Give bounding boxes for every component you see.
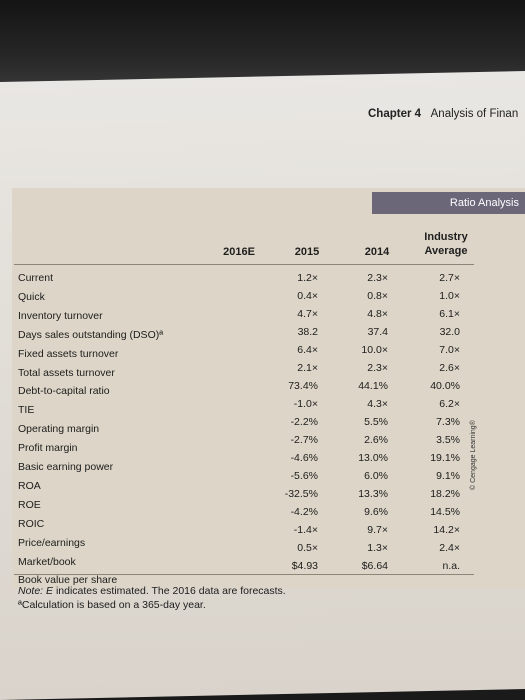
band-label: Ratio Analysis <box>449 197 519 209</box>
footer-rule <box>14 574 474 575</box>
cell-2014: 2.6% <box>364 434 388 446</box>
chapter-label: Chapter 4 <box>368 108 422 120</box>
cell-2014: 1.3× <box>367 542 388 554</box>
col-industry: Industry <box>424 231 468 243</box>
cell-2014: 13.3% <box>358 488 388 500</box>
row-label: Current <box>18 272 54 284</box>
chapter-title: Analysis of Finan <box>430 108 519 120</box>
cell-industry-average: 2.6× <box>439 362 460 374</box>
cell-2015: -1.4× <box>293 524 318 536</box>
col-2014: 2014 <box>364 246 390 258</box>
table-band: Ratio Analysis <box>372 192 525 214</box>
cell-2015: -5.6% <box>290 470 318 482</box>
cell-industry-average: 14.5% <box>430 506 460 518</box>
cell-2014: 10.0× <box>361 344 388 356</box>
page-header: Chapter 4 Analysis of Finan <box>368 108 518 120</box>
col-average: Average <box>424 245 468 257</box>
table-note: Note: E indicates estimated. The 2016 da… <box>18 584 286 612</box>
cell-2015: $4.93 <box>291 560 318 572</box>
cell-2014: 13.0% <box>358 452 388 464</box>
col-2016e: 2016E <box>223 246 255 258</box>
cell-2015: 4.7× <box>297 308 318 320</box>
row-label: Fixed assets turnover <box>18 348 119 360</box>
row-label: Operating margin <box>18 423 100 435</box>
note-line-2: ªCalculation is based on a 365-day year. <box>18 599 206 611</box>
row-label: Market/book <box>18 556 76 568</box>
row-label: Profit margin <box>18 442 78 454</box>
cell-2014: 44.1% <box>358 380 388 392</box>
row-label: Total assets turnover <box>18 367 115 379</box>
cell-2014: 4.3× <box>367 398 388 410</box>
cell-industry-average: 18.2% <box>430 488 460 500</box>
cell-2014: 6.0% <box>364 470 388 482</box>
cell-industry-average: 32.0 <box>439 326 460 338</box>
cell-2015: -4.6% <box>290 452 318 464</box>
cell-2015: -32.5% <box>284 488 318 500</box>
row-label: ROA <box>18 480 41 492</box>
cell-2014: 2.3× <box>367 362 388 374</box>
cell-industry-average: 14.2× <box>433 524 460 536</box>
cell-2014: 9.7× <box>367 524 388 536</box>
cell-2015: -2.2% <box>290 416 318 428</box>
cell-industry-average: 2.4× <box>439 542 460 554</box>
cell-2014: 4.8× <box>367 308 388 320</box>
row-label: Inventory turnover <box>18 310 103 322</box>
row-label: ROIC <box>18 518 45 530</box>
note-line-1: Note: E indicates estimated. The 2016 da… <box>18 585 286 597</box>
cell-industry-average: n.a. <box>442 560 460 572</box>
cell-2014: 2.3× <box>367 272 388 284</box>
row-label: Price/earnings <box>18 537 86 549</box>
cell-industry-average: 3.5% <box>436 434 460 446</box>
cell-2015: -2.7% <box>290 434 318 446</box>
side-credit: © Cengage Learning® <box>470 420 477 490</box>
cell-2015: 0.4× <box>297 290 318 302</box>
cell-2015: 1.2× <box>297 272 318 284</box>
cell-2014: $6.64 <box>361 560 388 572</box>
cell-2014: 0.8× <box>367 290 388 302</box>
row-label: ROE <box>18 499 41 511</box>
row-label: Debt-to-capital ratio <box>18 385 110 397</box>
row-label: Days sales outstanding (DSO)ª <box>18 329 164 341</box>
cell-2015: 38.2 <box>297 326 318 338</box>
cell-industry-average: 6.1× <box>439 308 460 320</box>
row-label: Book value per share <box>18 574 118 586</box>
row-label: Quick <box>18 291 45 303</box>
cell-industry-average: 6.2× <box>439 398 460 410</box>
cell-industry-average: 1.0× <box>439 290 460 302</box>
cell-2015: 2.1× <box>297 362 318 374</box>
header-rule <box>14 264 474 265</box>
cell-2015: -1.0× <box>293 398 318 410</box>
cell-industry-average: 2.7× <box>439 272 460 284</box>
cell-2015: 73.4% <box>288 380 318 392</box>
ratio-table-panel <box>12 188 525 588</box>
row-label: TIE <box>18 404 35 416</box>
cell-industry-average: 9.1% <box>436 470 460 482</box>
cell-industry-average: 7.3% <box>436 416 460 428</box>
cell-2014: 5.5% <box>364 416 388 428</box>
cell-industry-average: 7.0× <box>439 344 460 356</box>
cell-2015: -4.2% <box>290 506 318 518</box>
col-2015: 2015 <box>294 246 320 258</box>
cell-2015: 6.4× <box>297 344 318 356</box>
row-label: Basic earning power <box>18 461 114 473</box>
cell-2015: 0.5× <box>297 542 318 554</box>
cell-2014: 37.4 <box>367 326 388 338</box>
cell-industry-average: 40.0% <box>430 380 460 392</box>
cell-2014: 9.6% <box>364 506 388 518</box>
cell-industry-average: 19.1% <box>430 452 460 464</box>
